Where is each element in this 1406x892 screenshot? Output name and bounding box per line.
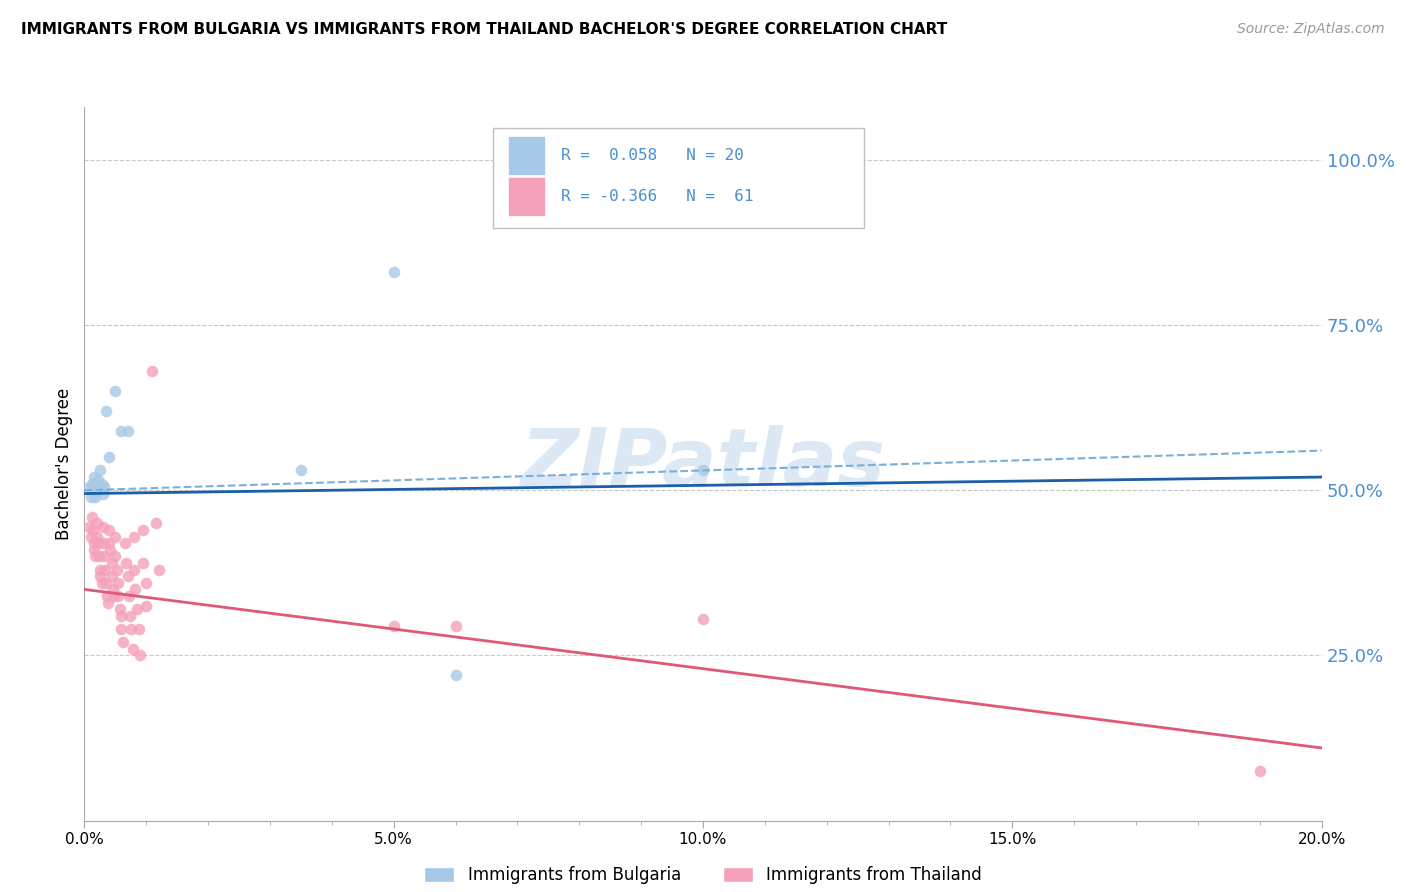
Text: R =  0.058   N = 20: R = 0.058 N = 20 <box>561 148 744 163</box>
Point <box>117 569 139 583</box>
Point <box>91 486 114 500</box>
Point <box>98 536 121 550</box>
Point <box>103 589 125 603</box>
Text: IMMIGRANTS FROM BULGARIA VS IMMIGRANTS FROM THAILAND BACHELOR'S DEGREE CORRELATI: IMMIGRANTS FROM BULGARIA VS IMMIGRANTS F… <box>21 22 948 37</box>
Point <box>118 589 141 603</box>
Point <box>122 563 145 577</box>
Point <box>96 589 118 603</box>
Point <box>117 424 139 438</box>
Point <box>98 542 121 557</box>
Point <box>84 490 107 504</box>
Point <box>692 612 714 626</box>
Point <box>91 536 114 550</box>
Point <box>120 608 142 623</box>
Point <box>94 575 117 590</box>
Point <box>87 474 110 488</box>
Point <box>93 480 115 494</box>
Point <box>94 563 117 577</box>
Point <box>86 516 108 531</box>
Point <box>132 556 155 570</box>
Point <box>115 556 138 570</box>
Point <box>79 529 101 543</box>
Point <box>89 569 111 583</box>
Point <box>104 384 127 399</box>
Legend: Immigrants from Bulgaria, Immigrants from Thailand: Immigrants from Bulgaria, Immigrants fro… <box>418 860 988 891</box>
Point <box>80 509 103 524</box>
Bar <box>492 128 863 228</box>
Point <box>104 529 127 543</box>
Point <box>122 529 145 543</box>
Point <box>79 480 101 494</box>
Point <box>82 523 104 537</box>
Point <box>110 424 132 438</box>
Point <box>290 463 312 477</box>
Point <box>94 404 117 418</box>
Point <box>110 622 132 636</box>
Point <box>111 635 134 649</box>
Point <box>135 575 157 590</box>
Point <box>91 519 114 533</box>
Point <box>86 483 108 498</box>
Point <box>107 575 129 590</box>
Point <box>98 450 121 465</box>
Bar <box>508 136 544 175</box>
Point <box>148 563 170 577</box>
Text: Source: ZipAtlas.com: Source: ZipAtlas.com <box>1237 22 1385 37</box>
Point <box>125 602 148 616</box>
Point <box>79 519 101 533</box>
Point <box>141 364 163 378</box>
Point <box>79 490 101 504</box>
Bar <box>508 177 544 216</box>
Point <box>104 549 127 564</box>
Point <box>132 523 155 537</box>
Point <box>90 575 112 590</box>
Point <box>129 648 152 663</box>
Point <box>128 622 150 636</box>
Point <box>444 618 467 632</box>
Point <box>124 582 146 597</box>
Point <box>110 602 132 616</box>
Y-axis label: Bachelor's Degree: Bachelor's Degree <box>55 388 73 540</box>
Point <box>90 476 112 491</box>
Point <box>105 563 128 577</box>
Point <box>89 563 111 577</box>
Point <box>121 641 143 656</box>
Point <box>110 608 132 623</box>
Point <box>89 549 111 564</box>
Point <box>86 529 108 543</box>
Point <box>83 470 105 484</box>
Point <box>98 523 121 537</box>
Text: R = -0.366   N =  61: R = -0.366 N = 61 <box>561 189 754 203</box>
Point <box>80 476 103 491</box>
Point <box>97 596 120 610</box>
Point <box>382 618 405 632</box>
Point <box>107 589 129 603</box>
Point <box>444 668 467 682</box>
Point <box>83 542 105 557</box>
Point <box>114 536 136 550</box>
Point <box>83 536 105 550</box>
Point <box>101 569 124 583</box>
Point <box>135 599 157 613</box>
Point <box>145 516 167 531</box>
Point <box>382 265 405 279</box>
Point <box>692 463 714 477</box>
Point <box>87 536 110 550</box>
Point <box>89 463 111 477</box>
Point <box>100 556 122 570</box>
Point <box>101 582 124 597</box>
Text: ZIPatlas: ZIPatlas <box>520 425 886 503</box>
Point <box>120 622 142 636</box>
Point <box>1249 764 1271 778</box>
Point <box>84 549 107 564</box>
Point <box>93 549 115 564</box>
